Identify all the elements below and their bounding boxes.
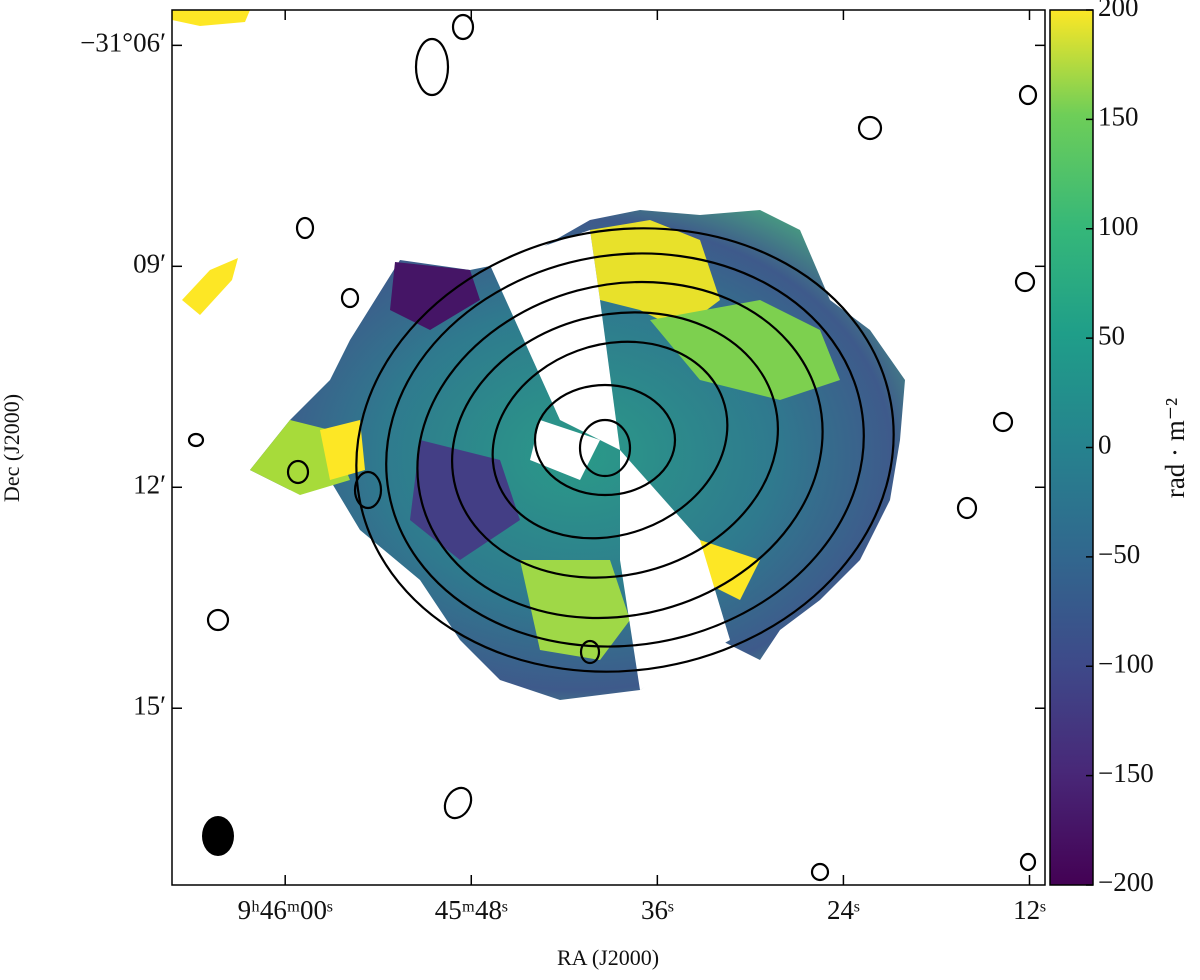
colorbar-tick-label: −150 [1098,758,1154,788]
map-image [172,10,1038,882]
colorbar-tick-label: 150 [1098,102,1139,132]
colorbar-tick-label: 0 [1098,430,1112,460]
colorbar-tick-label: 50 [1098,320,1125,350]
y-tick-label: −31°06′ [80,28,166,58]
plot-frame [171,9,1046,886]
y-axis-label: Dec (J2000) [0,394,24,502]
x-tick-label: 9ʰ46ᵐ00ˢ [238,895,333,925]
x-tick-label: 36ˢ [641,895,674,925]
x-tick-label: 12ˢ [1013,895,1046,925]
colorbar-tick-label: 200 [1098,0,1139,22]
x-axis-label: RA (J2000) [557,945,659,970]
colorbar-tick-label: −50 [1098,539,1140,569]
colorbar-tick-label: −100 [1098,648,1154,678]
y-tick-label: 15′ [133,690,166,720]
x-tick-label: 24ˢ [827,895,860,925]
colorbar-tick-label: 100 [1098,211,1139,241]
y-tick-label: 09′ [133,249,166,279]
colorbar-tick-label: −200 [1098,867,1154,897]
colorbar-label: rad · m⁻² [1160,398,1190,498]
x-tick-label: 45ᵐ48ˢ [435,895,508,925]
y-tick-label: 12′ [133,469,166,499]
